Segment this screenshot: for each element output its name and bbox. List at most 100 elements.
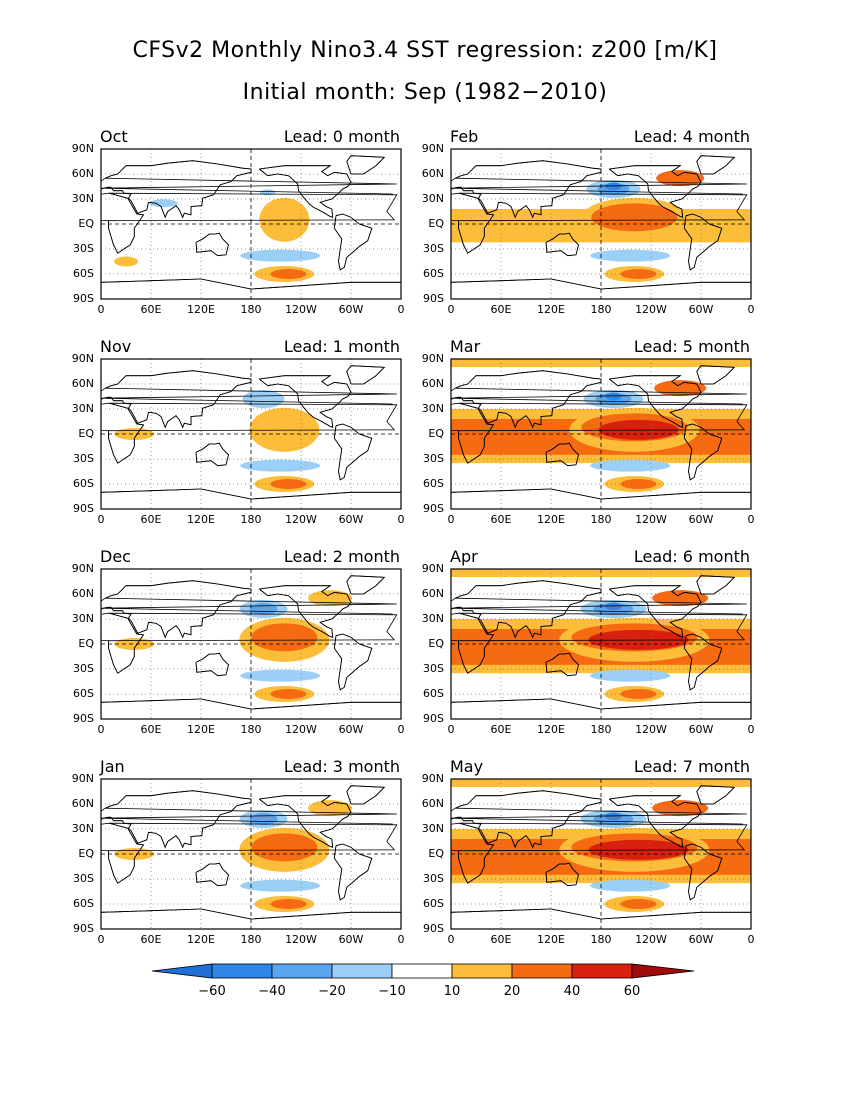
lat-tick-label: 90S	[423, 712, 444, 725]
lat-tick-label: EQ	[78, 217, 94, 230]
lat-tick-label: 90N	[71, 142, 94, 155]
coastline	[101, 698, 401, 710]
lon-tick-label: 180	[240, 513, 262, 526]
lat-tick-label: 30S	[423, 242, 444, 255]
anomaly-negative	[590, 249, 671, 262]
coastline	[609, 795, 702, 848]
anomaly-positive	[270, 269, 307, 279]
coastline	[451, 192, 495, 254]
colorbar-segment	[631, 963, 695, 979]
coastline	[683, 213, 723, 271]
lon-tick-label: 60E	[140, 933, 162, 946]
colorbar-tick-label: −20	[318, 984, 345, 999]
lat-tick-label: 90S	[73, 922, 94, 935]
lon-tick-label: 60W	[338, 723, 364, 736]
lat-tick-label: 60N	[421, 167, 444, 180]
coastline	[451, 402, 495, 464]
lon-tick-label: 60E	[140, 513, 162, 526]
lon-tick-label: 0	[447, 303, 455, 316]
anomaly-positive	[308, 590, 353, 607]
coastline	[545, 232, 579, 257]
figure-subtitle: Initial month: Sep (1982−2010)	[242, 80, 608, 105]
map-plot	[450, 358, 752, 510]
coastline	[346, 365, 386, 385]
coastline	[451, 580, 602, 639]
panel-lead-label: Lead: 4 month	[633, 127, 750, 146]
coastline	[696, 155, 736, 175]
lat-tick-label: EQ	[428, 637, 444, 650]
colorbar-segment	[391, 963, 453, 979]
anomaly-negative	[242, 390, 285, 408]
map-frame	[450, 778, 752, 930]
lat-tick-label: 30N	[421, 402, 444, 415]
lat-tick-label: EQ	[78, 427, 94, 440]
coastline	[101, 370, 252, 429]
lat-tick-label: 30N	[71, 822, 94, 835]
lon-tick-label: 120E	[537, 513, 565, 526]
lat-tick-label: 30S	[73, 872, 94, 885]
panel-lead-label: Lead: 7 month	[633, 757, 750, 776]
lat-tick-label: 30N	[421, 192, 444, 205]
lat-tick-label: 90N	[71, 352, 94, 365]
coastline	[683, 843, 723, 901]
colorbar-tick-label: 60	[624, 984, 641, 999]
coastline	[195, 652, 229, 677]
coastline	[696, 365, 736, 385]
anomaly-negative	[240, 879, 321, 892]
colorbar-tick-label: −40	[258, 984, 285, 999]
coastline	[101, 278, 401, 290]
anomaly-positive	[620, 899, 657, 909]
coastline	[451, 488, 751, 500]
anomaly-negative	[240, 669, 321, 682]
anomaly-positive	[270, 899, 307, 909]
map-frame	[450, 148, 752, 300]
anomaly-negative	[605, 392, 622, 401]
colorbar-segment	[331, 963, 393, 979]
coastline	[683, 423, 723, 481]
panel-month-label: Mar	[450, 337, 481, 356]
anomaly-positive	[270, 689, 307, 699]
lon-tick-label: 120W	[635, 933, 667, 946]
anomaly-positive	[654, 380, 707, 397]
panel-lead-label: Lead: 6 month	[633, 547, 750, 566]
lon-tick-label: 120W	[285, 513, 317, 526]
map-panel: Jan Lead: 3 month 90N 60N 30N EQ 30S 60S 90S 0 60E…	[72, 757, 440, 947]
lon-tick-label: 0	[97, 513, 105, 526]
lat-tick-label: EQ	[428, 427, 444, 440]
map-frame	[100, 778, 402, 930]
coastline	[333, 213, 373, 271]
colorbar-tick-label: 10	[444, 984, 461, 999]
lon-tick-label: 0	[397, 303, 405, 316]
lat-tick-label: 30S	[423, 872, 444, 885]
map-plot	[100, 568, 402, 720]
lat-tick-label: 60S	[423, 477, 444, 490]
panel-month-label: May	[450, 757, 484, 776]
coastline	[101, 908, 401, 920]
lat-tick-label: 30S	[73, 242, 94, 255]
coastline	[195, 862, 229, 887]
colorbar-segment	[571, 963, 633, 979]
lon-tick-label: 60E	[490, 723, 512, 736]
colorbar-segment	[511, 963, 573, 979]
lat-tick-label: 60S	[423, 897, 444, 910]
lon-tick-label: 120E	[187, 513, 215, 526]
lon-tick-label: 0	[747, 933, 755, 946]
anomaly-negative	[249, 603, 278, 615]
colorbar-segment	[151, 963, 213, 979]
lon-tick-label: 180	[590, 513, 612, 526]
coastline	[451, 370, 602, 429]
coastline	[451, 790, 602, 849]
panel-month-label: Feb	[450, 127, 479, 146]
lat-tick-label: 30N	[421, 612, 444, 625]
lon-tick-label: 0	[747, 303, 755, 316]
anomaly-positive	[251, 623, 318, 652]
lat-tick-label: 90S	[423, 502, 444, 515]
lat-tick-label: 30S	[73, 662, 94, 675]
lon-tick-label: 60W	[338, 303, 364, 316]
lon-tick-label: 180	[590, 303, 612, 316]
lat-tick-label: EQ	[428, 847, 444, 860]
coastline	[195, 232, 229, 257]
coastline	[101, 612, 145, 674]
lon-tick-label: 60E	[140, 303, 162, 316]
lon-tick-label: 120E	[537, 723, 565, 736]
